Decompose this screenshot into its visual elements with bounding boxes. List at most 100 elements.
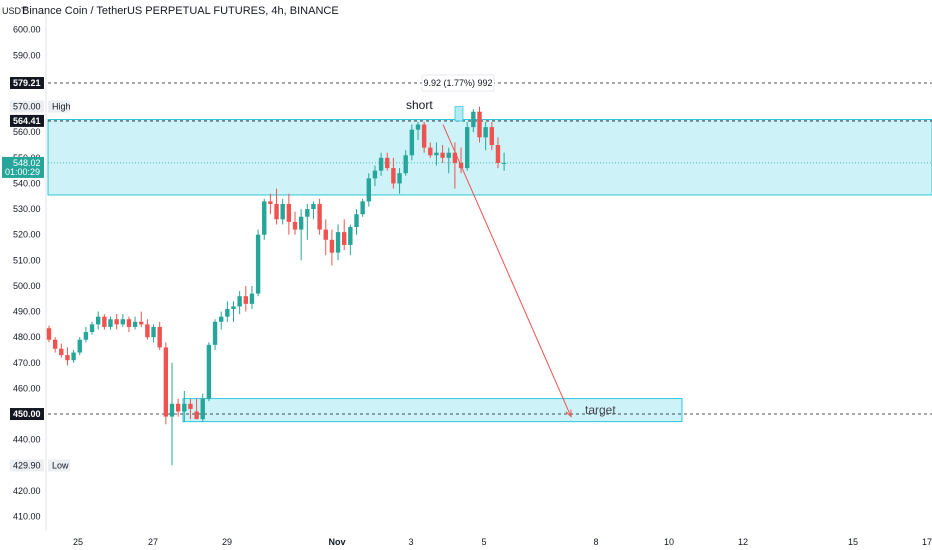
measure-box xyxy=(421,74,495,92)
y-unit-label: USDT xyxy=(2,6,27,16)
candle-body xyxy=(157,326,162,348)
horizontal-lines xyxy=(48,82,932,415)
candle-body xyxy=(354,214,359,228)
candle-body xyxy=(465,127,470,169)
candle-body xyxy=(477,111,482,138)
candle-body xyxy=(335,232,341,253)
candle-body xyxy=(65,355,70,361)
marker-tag-label: 429.90 xyxy=(13,461,41,471)
candle-body xyxy=(249,293,255,304)
x-tick-label: 3 xyxy=(408,537,413,547)
candle-body xyxy=(483,127,488,138)
candle-body xyxy=(237,296,242,307)
y-tick-label: 410.00 xyxy=(13,512,41,522)
candle-body xyxy=(194,411,199,420)
x-tick-label: 29 xyxy=(222,537,232,547)
candle-body xyxy=(151,326,156,338)
candle-body xyxy=(280,203,285,220)
candle-body xyxy=(360,201,365,215)
candle-body xyxy=(231,306,236,309)
candle-body xyxy=(366,178,371,202)
candle-body xyxy=(292,221,298,230)
current-price-tag-label: 548.02 xyxy=(13,158,41,168)
candle-body xyxy=(342,232,347,245)
candle-body xyxy=(262,201,267,235)
marker-tag-note xyxy=(48,100,70,113)
candle-body xyxy=(225,308,230,317)
candle-body xyxy=(83,332,89,340)
target-label: target xyxy=(585,403,616,417)
marker-tag-note-label: Low xyxy=(52,461,69,471)
candle-body xyxy=(89,324,95,333)
marker-tag xyxy=(10,459,44,472)
y-tick-label: 590.00 xyxy=(13,50,41,60)
marker-tag-note-label: High xyxy=(52,102,71,112)
candle-body xyxy=(372,170,378,179)
candle-body xyxy=(452,152,458,163)
candle-body xyxy=(182,403,187,412)
marker-tag-note xyxy=(48,459,70,472)
current-price-tag xyxy=(2,165,44,178)
y-tick-label: 490.00 xyxy=(13,307,41,317)
candle-body xyxy=(323,229,328,240)
candle-body xyxy=(145,324,150,338)
y-tick-label: 460.00 xyxy=(13,383,41,393)
candle-body xyxy=(96,316,101,325)
candle-body xyxy=(102,316,107,327)
candle-body xyxy=(268,201,273,204)
candle-body xyxy=(434,152,439,156)
candle-body xyxy=(329,239,335,253)
x-tick-label: 27 xyxy=(148,537,158,547)
candle-body xyxy=(409,129,415,156)
candle-body xyxy=(311,203,316,210)
candle-body xyxy=(163,347,169,417)
x-tick-label: 12 xyxy=(738,537,748,547)
x-tick-label: Nov xyxy=(328,537,345,547)
y-tick-label: 520.00 xyxy=(13,230,41,240)
candle-body xyxy=(77,339,82,353)
price-tag-label: 450.00 xyxy=(13,409,41,419)
candles xyxy=(46,106,507,466)
candle-body xyxy=(52,339,58,349)
candle-body xyxy=(212,321,218,345)
x-tick-label: 8 xyxy=(593,537,598,547)
x-tick-label: 15 xyxy=(848,537,858,547)
price-tag-label: 564.41 xyxy=(13,116,41,126)
y-tick-label: 510.00 xyxy=(13,255,41,265)
x-tick-label: 10 xyxy=(664,537,674,547)
x-tick-label: 17 xyxy=(922,537,932,547)
y-tick-label: 600.00 xyxy=(13,25,41,35)
candle-body xyxy=(169,403,175,417)
candle-body xyxy=(495,145,501,163)
candle-body xyxy=(391,168,396,184)
current-price-tag xyxy=(2,156,44,169)
candle-body xyxy=(200,398,205,420)
measure-range xyxy=(454,106,464,122)
candle-body xyxy=(126,319,132,327)
candle-body xyxy=(132,321,138,327)
chart-title: Binance Coin / TetherUS PERPETUAL FUTURE… xyxy=(22,5,339,17)
zones[interactable] xyxy=(47,119,932,423)
candle-body xyxy=(59,348,64,356)
candle-body xyxy=(489,127,494,146)
x-tick-label: 25 xyxy=(73,537,83,547)
candle-body xyxy=(206,344,212,399)
candle-body xyxy=(188,403,193,409)
x-tick-label: 5 xyxy=(481,537,486,547)
candle-body xyxy=(175,403,181,412)
short-label: short xyxy=(406,98,433,112)
candle-body xyxy=(71,352,76,361)
candle-body xyxy=(397,173,402,184)
candle-body xyxy=(286,203,292,222)
marker-tag-label: 570.00 xyxy=(13,102,41,112)
candle-body xyxy=(255,234,261,294)
candle-body xyxy=(348,227,353,245)
candle-body xyxy=(403,155,408,174)
y-tick-label: 530.00 xyxy=(13,204,41,214)
y-tick-label: 540.00 xyxy=(13,178,41,188)
candle-body xyxy=(428,147,433,156)
price-tag-label: 579.21 xyxy=(13,78,41,88)
y-tick-label: 560.00 xyxy=(13,127,41,137)
